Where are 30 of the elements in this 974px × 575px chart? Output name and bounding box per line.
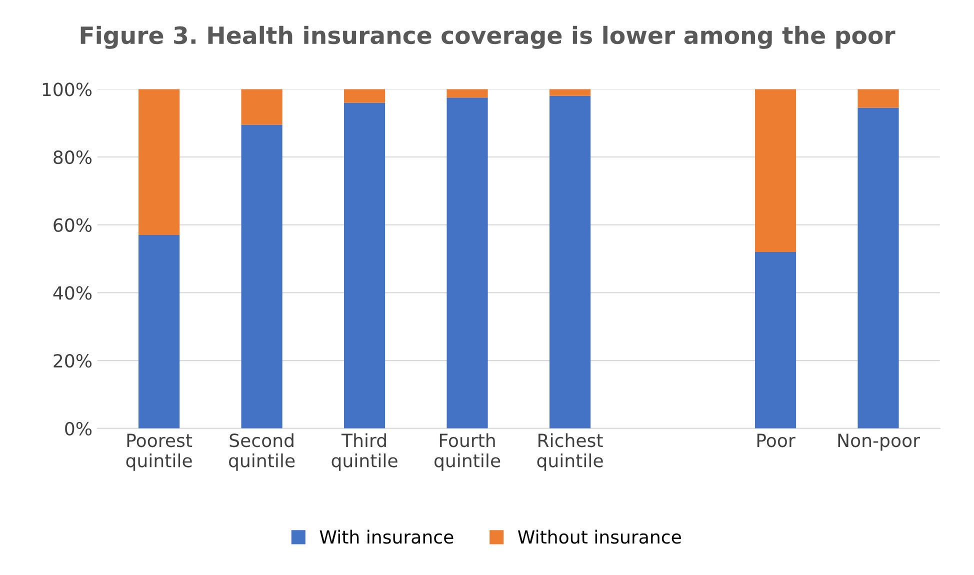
bar xyxy=(241,89,282,125)
y-tick-label: 100% xyxy=(42,82,92,96)
bar xyxy=(858,108,899,428)
x-tick-label: Poorest quintile xyxy=(126,434,192,471)
bar xyxy=(344,89,386,103)
bar xyxy=(754,252,796,428)
bar xyxy=(344,102,386,428)
y-tick-label: 60% xyxy=(54,218,92,232)
chart-title: Figure 3. Health insurance coverage is lower among the poor xyxy=(80,26,896,49)
x-tick-label: Second quintile xyxy=(228,433,295,471)
bar xyxy=(446,98,488,428)
bar xyxy=(138,235,180,428)
x-tick-label: Poor xyxy=(757,434,796,448)
bar xyxy=(754,89,796,252)
y-tick-label: 80% xyxy=(54,150,92,164)
bar xyxy=(138,89,180,236)
legend-label: With insurance xyxy=(320,530,454,544)
bar xyxy=(241,124,282,428)
y-tick-label: 20% xyxy=(54,354,92,368)
y-tick-label: 40% xyxy=(53,286,92,300)
y-tick-label: 0% xyxy=(65,422,92,436)
bar xyxy=(858,89,899,108)
x-tick-label: Third quintile xyxy=(332,433,398,471)
x-tick-label: Non-poor xyxy=(838,434,920,451)
x-tick-label: Fourth quintile xyxy=(434,433,500,471)
x-tick-label: Richest quintile xyxy=(537,433,603,471)
bar xyxy=(549,96,591,428)
legend-label: Without insurance xyxy=(518,530,681,544)
bar xyxy=(446,89,488,98)
bar xyxy=(549,89,591,96)
